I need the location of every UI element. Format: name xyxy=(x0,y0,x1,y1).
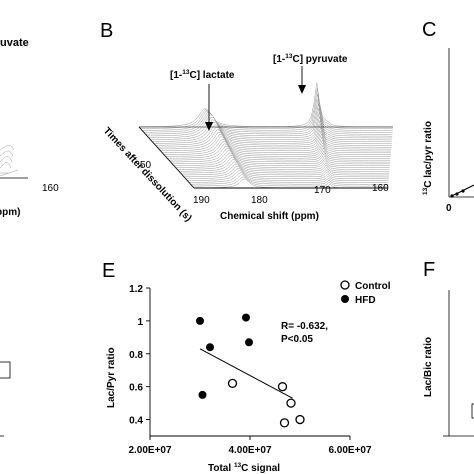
scatter-xlabel: Total 13C signal xyxy=(208,462,280,474)
panel-c-partial: C 13C lac/pyr ratio 0 xyxy=(422,19,474,214)
scatter-y-tick-label: 0.4 xyxy=(129,416,143,427)
panel-e-letter: E xyxy=(102,260,115,282)
peak-label-pyruvate: [1-13C] pyruvate xyxy=(273,53,348,65)
panel-c-letter: C xyxy=(422,19,436,41)
panel-a-partial: uvate 160 ppm) xyxy=(0,37,59,437)
panel-f-letter: F xyxy=(423,259,435,281)
panel-d-bar-fragment xyxy=(0,361,11,379)
arrow-head-lactate xyxy=(205,122,213,131)
spectrum-trace xyxy=(140,88,393,129)
scatter-trendline xyxy=(199,348,293,399)
scatter-point-hfd xyxy=(196,316,204,325)
arrow-head-pyruvate xyxy=(298,85,306,94)
panel-c-x-tick-0: 0 xyxy=(446,203,452,214)
legend-label-hfd: HFD xyxy=(355,295,376,306)
panel-c-ylabel: 13C lac/pyr ratio xyxy=(422,121,434,195)
scatter-point-control xyxy=(227,378,238,389)
scatter-point-hfd xyxy=(245,338,253,347)
scatter-x-tick-label: 6.00E+07 xyxy=(328,445,372,456)
spectra-time-axis xyxy=(138,126,195,189)
scatter-point-control xyxy=(295,414,305,425)
spectrum-trace xyxy=(142,93,393,131)
scatter-point-hfd xyxy=(242,313,250,322)
stats-r-value: R= -0.632, xyxy=(281,321,328,332)
scatter-point-control xyxy=(286,398,296,408)
panel-a-spectra-fragment xyxy=(0,145,19,177)
spectra-stack xyxy=(139,82,393,189)
panel-a-tick-160: 160 xyxy=(42,183,59,194)
panel-a-peak-label-fragment: uvate xyxy=(0,37,29,49)
scatter-marks xyxy=(196,313,305,428)
shift-tick-180: 180 xyxy=(251,195,268,206)
time-axis-label: Times after dissolution (s) xyxy=(101,126,194,224)
panel-c-point xyxy=(450,194,454,198)
scatter-y-tick-label: 1 xyxy=(137,317,143,328)
scatter-point-hfd xyxy=(198,390,207,399)
legend-marker-control xyxy=(340,280,350,290)
legend-marker-hfd xyxy=(341,295,349,303)
panel-b-letter: B xyxy=(100,20,113,42)
panel-c-point xyxy=(461,189,465,193)
scatter-point-control xyxy=(277,382,288,392)
shift-tick-160: 160 xyxy=(372,183,389,194)
panel-f-partial: F Lac/Bic ratio xyxy=(423,259,474,437)
scatter-axes: 0.4 0.6 0.8 1 1.2 2.00E+07 4.00E+07 6.00E+07 xyxy=(128,284,372,456)
scatter-point-hfd xyxy=(206,343,214,352)
spectrum-trace xyxy=(139,82,393,128)
scatter-x-tick-label: 4.00E+07 xyxy=(228,445,272,456)
scatter-y-tick-label: 0.8 xyxy=(129,350,143,361)
panel-a-xlabel-fragment: ppm) xyxy=(0,207,20,218)
shift-tick-170: 170 xyxy=(314,185,331,196)
panel-e: E Lac/Pyr ratio 0.4 0.6 0.8 1 1.2 2.00E+07 4.0… xyxy=(102,260,391,474)
shift-axis-label: Chemical shift (ppm) xyxy=(220,211,319,222)
time-tick-50: 50 xyxy=(140,160,152,171)
scatter-y-tick-label: 0.6 xyxy=(129,383,143,394)
legend-label-control: Control xyxy=(355,281,391,292)
panel-f-ylabel: Lac/Bic ratio xyxy=(423,337,434,397)
panel-c-point xyxy=(455,192,459,196)
scatter-x-tick-label: 2.00E+07 xyxy=(128,445,172,456)
panel-f-bar-fragment xyxy=(471,403,474,419)
shift-tick-190: 190 xyxy=(193,195,210,206)
scatter-y-tick-label: 1.2 xyxy=(129,284,143,295)
scatter-ylabel: Lac/Pyr ratio xyxy=(106,347,117,408)
panel-b: B [1-13C] lactate [1-13C] pyruvate Times… xyxy=(100,20,393,224)
scatter-point-control xyxy=(279,418,290,428)
peak-label-lactate: [1-13C] lactate xyxy=(170,69,235,81)
stats-p-value: P<0.05 xyxy=(281,334,313,345)
